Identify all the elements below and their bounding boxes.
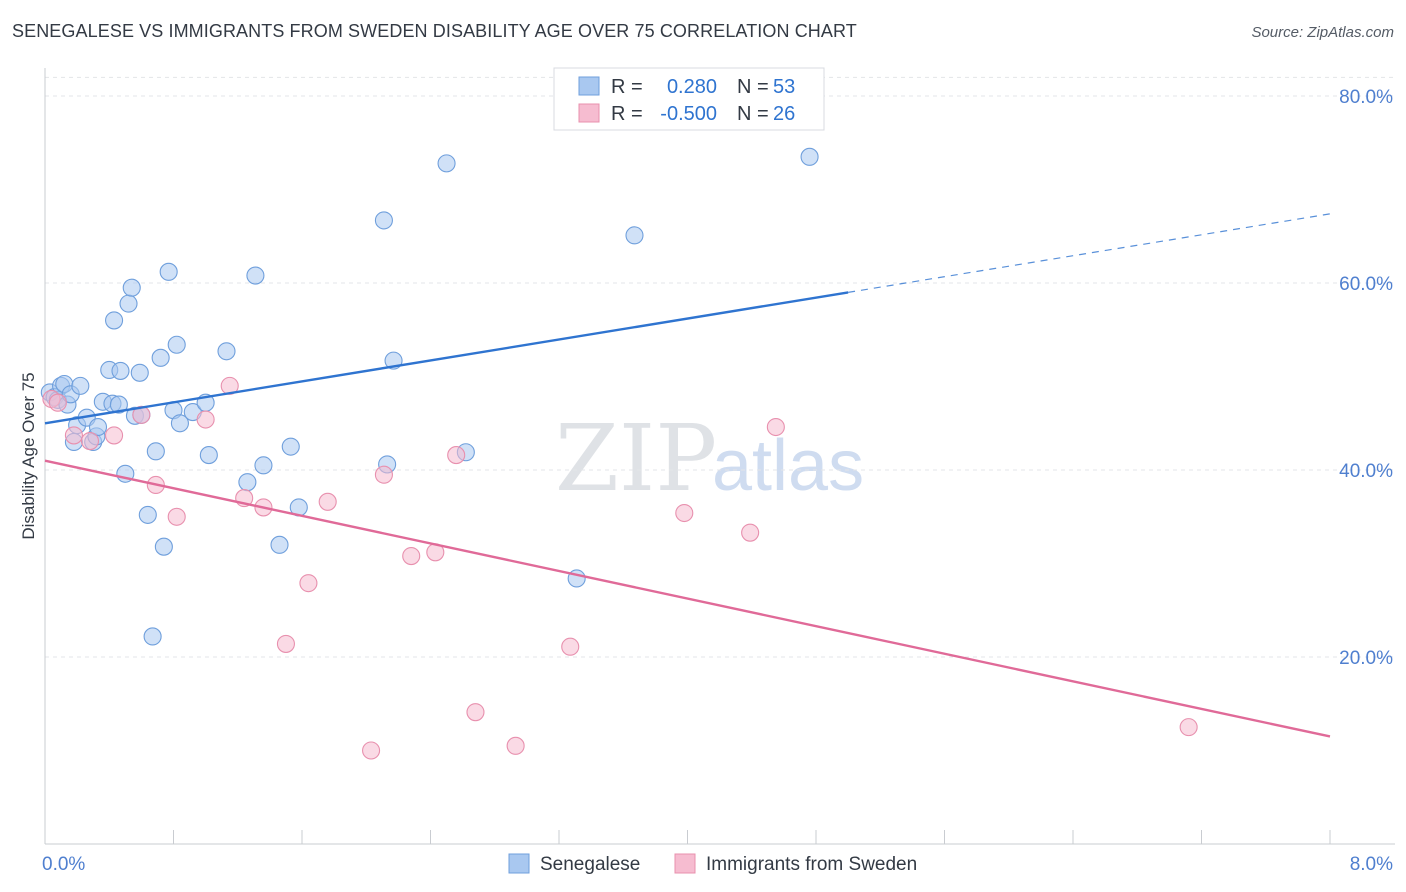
data-point — [159, 262, 178, 281]
data-point — [270, 535, 289, 554]
bottom-legend-label-senegalese: Senegalese — [540, 854, 640, 875]
watermark-zip: ZIP — [555, 405, 717, 512]
data-point — [167, 507, 186, 526]
y-tick-labels: 20.0% 40.0% 60.0% 80.0% — [1339, 87, 1393, 669]
y-axis-label: Disability Age Over 75 — [19, 372, 38, 539]
series-senegalese — [40, 147, 819, 646]
data-point — [151, 348, 170, 367]
data-point — [143, 627, 162, 646]
legend-swatch-senegalese — [578, 76, 600, 96]
data-point — [437, 154, 456, 173]
bottom-legend-label-sweden: Immigrants from Sweden — [706, 854, 917, 875]
watermark: ZIP atlas — [555, 405, 864, 512]
data-point — [374, 211, 393, 230]
x-tick-label: 0.0% — [42, 854, 85, 875]
data-point — [154, 537, 173, 556]
data-point — [238, 473, 257, 492]
y-tick-label: 60.0% — [1339, 274, 1393, 295]
axes — [44, 68, 1395, 845]
data-point — [561, 637, 580, 656]
legend-r-value-2: -0.500 — [660, 103, 717, 125]
data-point — [111, 361, 130, 380]
bottom-legend: Senegalese Immigrants from Sweden — [508, 853, 917, 875]
legend-n-label-2: N = — [737, 103, 769, 125]
bottom-legend-swatch-sweden — [674, 853, 696, 874]
data-point — [64, 426, 83, 445]
legend-n-value-1: 53 — [773, 76, 795, 98]
data-point — [1179, 718, 1198, 737]
watermark-atlas: atlas — [712, 426, 864, 506]
data-point — [466, 703, 485, 722]
data-point — [146, 442, 165, 461]
data-point — [625, 226, 644, 245]
x-tick-labels: 0.0% 8.0% — [42, 854, 1393, 875]
data-point — [362, 741, 381, 760]
legend-n-label-1: N = — [737, 76, 769, 98]
data-point — [105, 426, 124, 445]
data-point — [119, 294, 138, 313]
data-point — [447, 446, 466, 465]
data-point — [800, 147, 819, 166]
data-point — [105, 311, 124, 330]
data-point — [741, 523, 760, 542]
data-point — [167, 335, 186, 354]
data-point — [199, 446, 218, 465]
data-point — [254, 456, 273, 475]
data-point — [675, 503, 694, 523]
data-point — [48, 393, 67, 412]
data-point — [374, 465, 393, 484]
data-point — [196, 410, 215, 429]
legend-swatch-sweden — [578, 103, 600, 123]
grid — [45, 76, 1395, 658]
chart-title: SENEGALESE VS IMMIGRANTS FROM SWEDEN DIS… — [12, 21, 857, 41]
data-point — [88, 417, 108, 437]
data-point — [246, 266, 265, 285]
data-point — [109, 395, 128, 414]
trend-line-sweden — [44, 459, 1331, 738]
legend: R = 0.280 N = 53 R = -0.500 N = 26 — [553, 67, 825, 131]
data-point — [80, 431, 100, 451]
legend-r-label-2: R = — [611, 103, 643, 125]
bottom-legend-swatch-senegalese — [508, 853, 530, 874]
y-tick-label: 40.0% — [1339, 461, 1393, 482]
data-point — [281, 437, 300, 456]
trend-line-extension — [848, 213, 1331, 293]
data-point — [71, 376, 90, 395]
series-sweden — [42, 376, 1198, 760]
y-tick-label: 20.0% — [1339, 648, 1393, 669]
data-point — [138, 505, 157, 524]
data-point — [217, 342, 236, 361]
trend-line-senegalese — [44, 291, 849, 425]
legend-n-value-2: 26 — [773, 103, 795, 125]
data-point — [766, 417, 785, 437]
legend-r-label-1: R = — [611, 76, 643, 98]
data-point — [276, 634, 295, 653]
data-point — [318, 492, 337, 511]
data-point — [299, 574, 318, 593]
y-tick-label: 80.0% — [1339, 87, 1393, 108]
chart-source: Source: ZipAtlas.com — [1251, 24, 1394, 41]
x-tick-label: 8.0% — [1350, 854, 1393, 875]
series-layer — [40, 147, 1331, 760]
data-point — [402, 546, 421, 566]
data-point — [170, 414, 189, 433]
data-point — [130, 363, 149, 382]
data-point — [506, 736, 525, 755]
data-point — [122, 278, 141, 297]
legend-r-value-1: 0.280 — [667, 76, 717, 98]
